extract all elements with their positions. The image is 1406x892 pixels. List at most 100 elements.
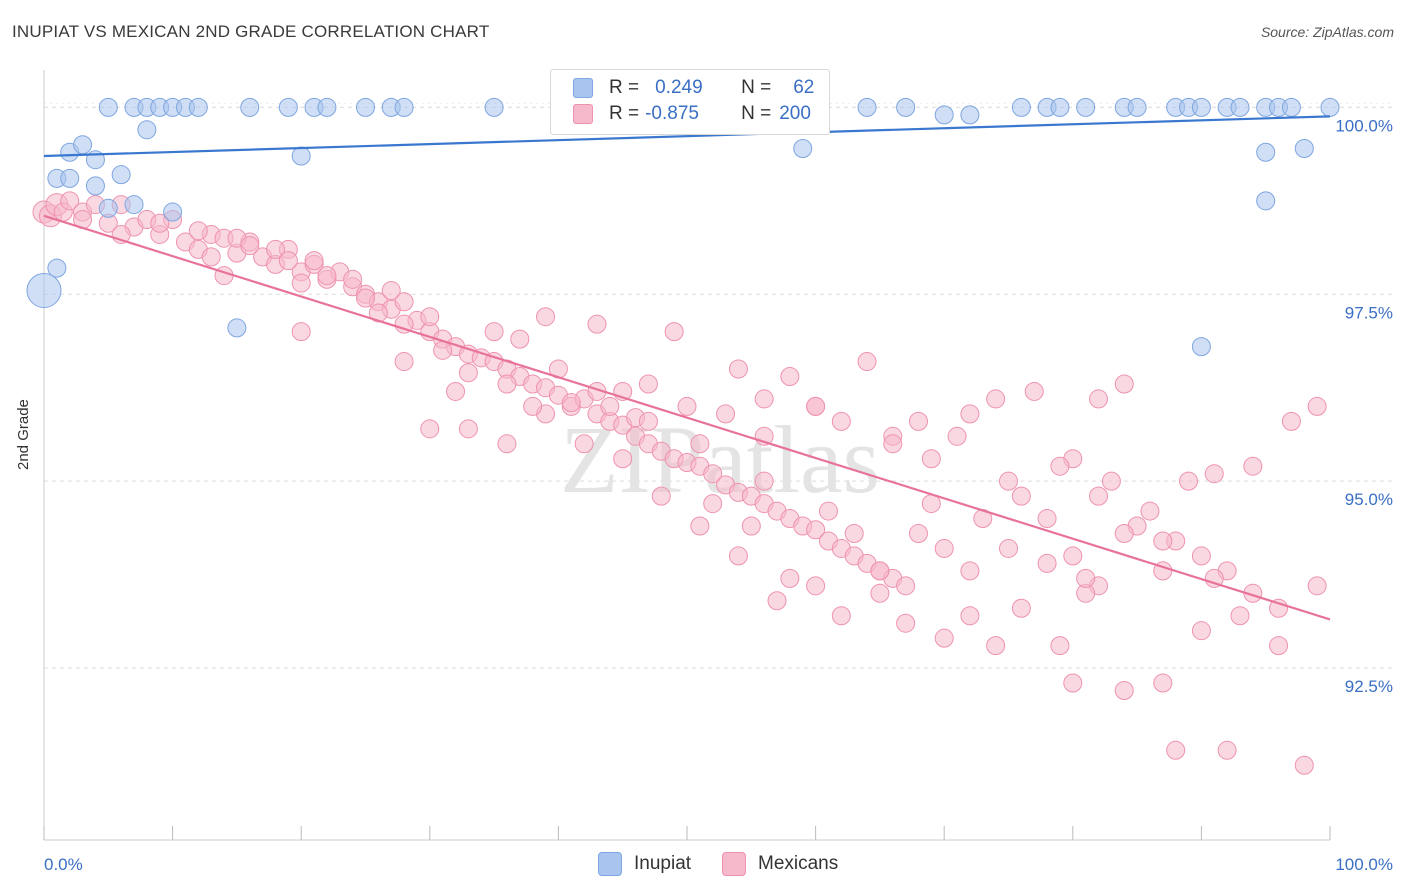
legend-r-value: 0.249 [655, 77, 703, 98]
inupiat-point [1294, 138, 1314, 158]
mexicans-point [806, 576, 826, 596]
mexicans-point [767, 591, 787, 611]
inupiat-points [26, 97, 1340, 357]
mexicans-point [394, 314, 414, 334]
mexicans-point [1140, 501, 1160, 521]
mexicans-point [587, 314, 607, 334]
inupiat-point [98, 198, 118, 218]
mexicans-point [999, 471, 1018, 491]
mexicans-point [1243, 456, 1263, 476]
inupiat-point [1191, 337, 1211, 357]
inupiat-point [47, 258, 67, 278]
inupiat-point [98, 97, 118, 117]
mexicans-point [1153, 673, 1173, 693]
mexicans-point [934, 538, 954, 558]
mexicans-point [1063, 546, 1083, 566]
mexicans-point [638, 374, 658, 394]
inupiat-point [60, 168, 80, 188]
legend-swatch-mexicans [722, 852, 746, 876]
mexicans-point [1179, 471, 1199, 491]
legend-r-label: R = [609, 77, 640, 98]
mexicans-point [1204, 464, 1224, 484]
mexicans-point [921, 449, 941, 469]
mexicans-point [1089, 389, 1109, 409]
axes [43, 70, 1331, 841]
mexicans-point [1101, 471, 1121, 491]
legend-item-mexicans[interactable]: Mexicans [722, 852, 838, 876]
y-tick-label: 95.0% [1345, 490, 1393, 509]
mexicans-point [818, 501, 838, 521]
mexicans-point [638, 411, 658, 431]
mexicans-point [960, 606, 980, 626]
inupiat-point [163, 202, 183, 222]
mexicans-point [716, 404, 736, 424]
legend-n-label: N = [741, 103, 772, 124]
mexicans-point [497, 374, 517, 394]
legend-label-mexicans: Mexicans [758, 853, 839, 874]
inupiat-point [934, 105, 954, 125]
mexicans-point [651, 486, 671, 506]
legend-r-label: R = [609, 103, 640, 124]
inupiat-point [291, 146, 311, 166]
trend-lines [43, 115, 1331, 621]
mexicans-point [536, 307, 556, 327]
series-legend: Inupiat Mexicans [0, 852, 1406, 876]
mexicans-point [291, 322, 311, 342]
mexicans-point [523, 396, 543, 416]
inupiat-point [1256, 191, 1276, 211]
mexicans-point [1191, 546, 1211, 566]
inupiat-point [278, 97, 298, 117]
inupiat-point [1011, 97, 1031, 117]
mexicans-point [600, 396, 620, 416]
mexicans-point [1307, 576, 1327, 596]
legend-n-value: 62 [793, 77, 815, 98]
inupiat-point [85, 176, 105, 196]
mexicans-point [1037, 509, 1057, 529]
x-tick-label: 100.0% [1335, 855, 1393, 874]
legend-swatch-inupiat [598, 852, 622, 876]
mexicans-point [1217, 740, 1237, 760]
inupiat-point [240, 97, 260, 117]
legend-n-value: 200 [779, 103, 811, 124]
mexicans-point [1050, 636, 1070, 656]
mexicans-point [870, 583, 890, 603]
mexicans-point [857, 352, 877, 372]
mexicans-point [947, 426, 967, 446]
correlation-legend: R = 0.249 N = 62 R = -0.875 N = 200 [550, 69, 830, 135]
inupiat-point [356, 97, 375, 117]
y-tick-label: 100.0% [1335, 116, 1393, 135]
mexicans-point [754, 389, 774, 409]
mexicans-point [896, 576, 916, 596]
mexicans-point [561, 393, 581, 413]
inupiat-point [857, 97, 877, 117]
inupiat-point [1076, 97, 1096, 117]
inupiat-point [1127, 97, 1147, 117]
legend-swatch-inupiat [573, 78, 593, 98]
inupiat-point [124, 195, 144, 215]
inupiat-point [188, 97, 208, 117]
mexicans-point [1230, 606, 1250, 626]
mexicans-point [999, 538, 1018, 558]
mexicans-trend-line [43, 214, 1331, 621]
y-tick-label: 97.5% [1345, 303, 1393, 322]
mexicans-point [1281, 411, 1301, 431]
mexicans-point [703, 494, 723, 514]
mexicans-point [574, 434, 594, 454]
grid-lines [44, 102, 1395, 669]
mexicans-point [844, 523, 864, 543]
mexicans-point [870, 561, 890, 581]
legend-swatch-mexicans [573, 104, 593, 124]
legend-item-inupiat[interactable]: Inupiat [598, 852, 691, 876]
inupiat-point [137, 120, 157, 140]
inupiat-point [111, 165, 131, 185]
mexicans-point [150, 213, 170, 233]
inupiat-point [394, 97, 414, 117]
mexicans-point [1024, 381, 1044, 401]
mexicans-point [1011, 486, 1031, 506]
mexicans-point [1076, 568, 1096, 588]
mexicans-point [497, 434, 517, 454]
y-tick-label: 92.5% [1345, 677, 1393, 696]
mexicans-point [1063, 673, 1083, 693]
mexicans-point [883, 434, 903, 454]
